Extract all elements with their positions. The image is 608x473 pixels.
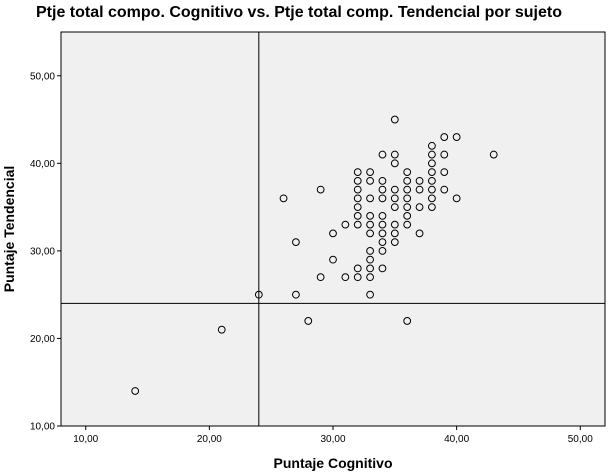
data-point — [316, 273, 325, 282]
x-tick-label: 10,00 — [73, 434, 98, 445]
data-point — [403, 220, 412, 229]
data-point — [415, 203, 424, 212]
y-tick-label: 10,00 — [30, 422, 55, 433]
data-point — [292, 290, 300, 299]
data-point — [440, 185, 449, 194]
data-point — [366, 273, 374, 282]
data-point — [378, 238, 387, 247]
data-point — [428, 150, 436, 159]
data-point — [366, 264, 374, 273]
data-point — [131, 387, 140, 395]
y-tick-label: 40,00 — [30, 159, 55, 170]
y-tick-label: 30,00 — [30, 246, 55, 257]
chart-title: Ptje total compo. Cognitivo vs. Ptje tot… — [36, 4, 562, 21]
data-point — [366, 255, 374, 264]
data-point — [390, 229, 399, 238]
data-point — [353, 176, 362, 185]
data-point — [390, 194, 399, 203]
data-point — [366, 176, 374, 185]
data-point — [353, 220, 362, 229]
data-point — [452, 194, 461, 203]
data-point — [366, 229, 374, 238]
data-point — [415, 185, 424, 194]
data-point — [440, 133, 449, 141]
data-point — [415, 229, 424, 238]
data-point — [378, 211, 387, 220]
data-point — [378, 229, 387, 238]
y-tick-label: 20,00 — [30, 334, 55, 345]
data-point — [403, 185, 412, 194]
data-point — [403, 211, 412, 220]
data-point — [366, 194, 374, 203]
data-point — [378, 185, 387, 194]
x-tick-label: 20,00 — [197, 434, 222, 445]
data-point — [353, 185, 362, 194]
x-tick-label: 30,00 — [320, 434, 345, 445]
data-point — [254, 290, 263, 299]
data-point — [440, 168, 449, 176]
data-point — [390, 203, 399, 212]
data-point — [390, 185, 399, 194]
data-point — [403, 203, 412, 212]
data-point — [428, 194, 436, 203]
data-point — [353, 168, 362, 176]
y-axis-ticks: 10,00 20,00 30,00 40,00 50,00 — [30, 71, 61, 433]
data-point — [353, 194, 362, 203]
data-point — [452, 133, 461, 141]
data-point — [390, 220, 399, 229]
x-tick-label: 40,00 — [444, 434, 469, 445]
data-point — [366, 168, 374, 176]
y-axis-label: Puntaje Tendencial — [1, 166, 17, 293]
data-point — [378, 176, 387, 185]
data-point — [366, 290, 374, 299]
data-point — [403, 176, 412, 185]
data-point — [304, 317, 313, 325]
data-point — [415, 176, 424, 185]
data-point — [428, 141, 436, 150]
data-point — [378, 264, 387, 273]
reference-lines — [61, 32, 605, 426]
data-point — [217, 325, 226, 334]
data-points — [131, 115, 498, 395]
data-point — [341, 220, 350, 229]
data-point — [366, 211, 374, 220]
data-point — [428, 159, 436, 168]
data-point — [378, 150, 387, 159]
data-point — [329, 229, 337, 238]
data-point — [390, 115, 399, 124]
x-tick-label: 50,00 — [568, 434, 593, 445]
data-point — [329, 255, 337, 264]
data-point — [390, 238, 399, 247]
data-point — [428, 176, 436, 185]
data-point — [390, 150, 399, 159]
data-point — [353, 211, 362, 220]
y-tick-label: 50,00 — [30, 71, 55, 82]
data-point — [378, 194, 387, 203]
data-point — [390, 159, 399, 168]
data-point — [292, 238, 300, 247]
data-point — [428, 203, 436, 212]
data-point — [428, 185, 436, 194]
x-axis-ticks: 10,00 20,00 30,00 40,00 50,00 — [73, 426, 593, 445]
data-point — [366, 246, 374, 255]
plot-area — [60, 31, 606, 427]
data-point — [366, 220, 374, 229]
data-point — [403, 194, 412, 203]
data-point — [279, 194, 288, 203]
data-point — [353, 264, 362, 273]
data-point — [353, 273, 362, 282]
data-point — [316, 185, 325, 194]
data-point — [428, 168, 436, 176]
data-point — [341, 273, 350, 282]
data-point — [378, 246, 387, 255]
data-point — [353, 203, 362, 212]
data-point — [440, 150, 449, 159]
data-point — [489, 150, 498, 159]
data-point — [403, 317, 412, 325]
x-axis-label: Puntaje Cognitivo — [274, 455, 393, 471]
data-point — [403, 168, 412, 176]
data-point — [378, 220, 387, 229]
